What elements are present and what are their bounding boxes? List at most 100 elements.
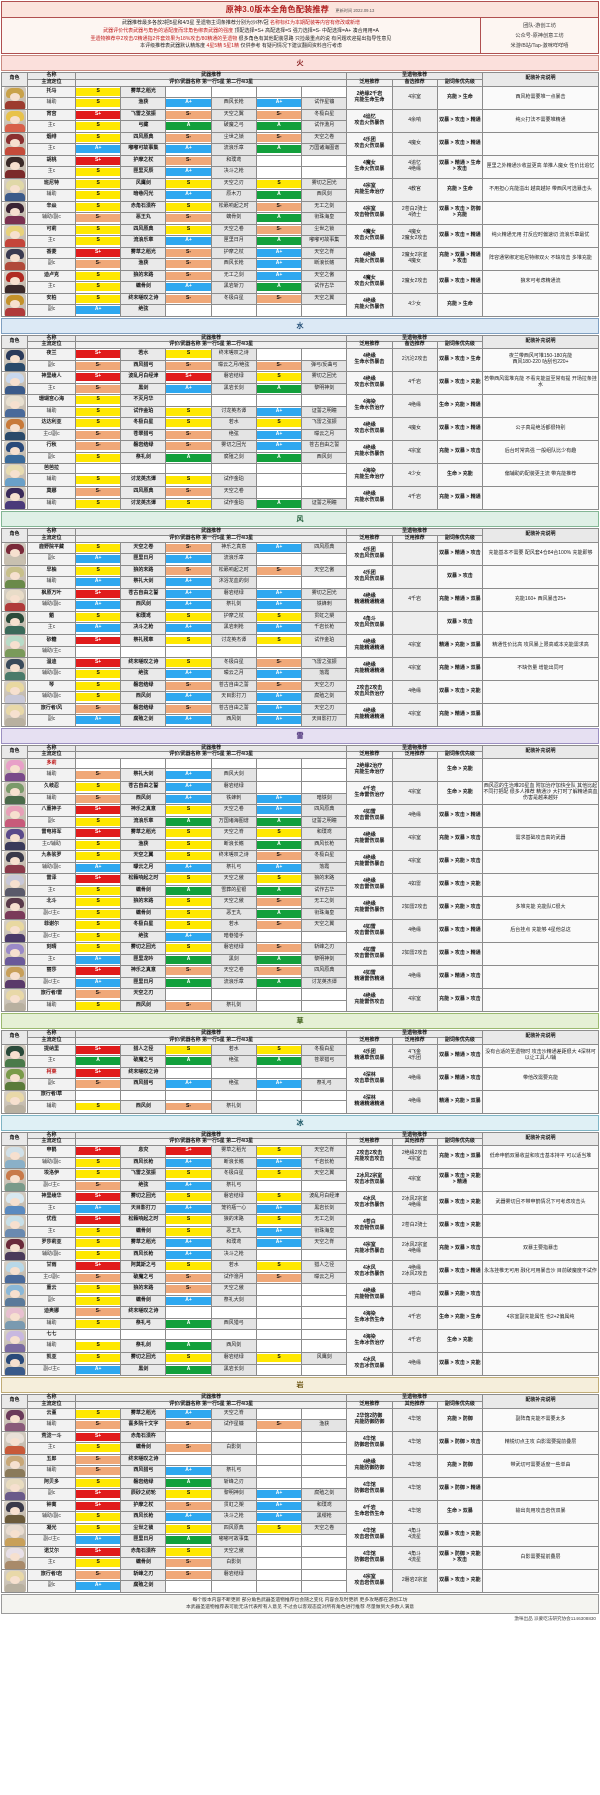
- affix-priority: 充能 > 防御: [436, 1407, 484, 1432]
- col-role: 主流定位: [27, 341, 76, 349]
- avatar: [1, 1306, 28, 1330]
- weapon-rank: S: [74, 838, 122, 851]
- weapon-rank: S: [74, 1407, 122, 1420]
- weapon-name: 试作古华: [301, 884, 348, 897]
- build-note: [482, 942, 599, 966]
- weapon-name: 天目影打刀: [120, 1202, 167, 1215]
- character-role: 辅助: [27, 497, 76, 510]
- avatar: [1, 108, 28, 133]
- weapon-name: 终末嗟叹之诗: [120, 1306, 167, 1319]
- weapon-rank: S-: [255, 223, 303, 236]
- avatar: [1, 587, 28, 612]
- character-role: 副c: [27, 815, 76, 828]
- affix-priority: 生命 > 充能: [436, 758, 484, 782]
- weapon-name: 和璞鸢: [301, 1499, 348, 1512]
- weapon-name: 决斗之枪: [210, 1511, 257, 1524]
- weapon-name: 试作金珀: [210, 473, 257, 487]
- artifact-main: 4深林 攻击草伤双暴: [346, 1066, 393, 1091]
- weapon-rank: A+: [255, 541, 303, 554]
- avatar: [1, 417, 28, 441]
- weapon-rank: A+: [74, 304, 122, 317]
- page-title: 原神3.0版本全角色配装推荐: [225, 5, 330, 14]
- weapon-rank: S+: [74, 1545, 122, 1558]
- character-name: 砂糖: [27, 633, 76, 648]
- table-row-second: 辅助/主c: [2, 646, 599, 658]
- weapon-rank: S: [165, 942, 212, 955]
- artifact-alt: 2魔女2宗室 4魔女: [391, 246, 438, 271]
- table-header-row: 角色 名称 武器推荐 圣遗物推荐 配装补充说明: [1, 72, 599, 87]
- character-role: 辅助/副c: [27, 1511, 76, 1524]
- artifact-alt: 4追忆 4绝缘: [391, 154, 438, 179]
- artifact-alt: 4华馆: [391, 1453, 438, 1478]
- weapon-rank: [255, 1283, 303, 1296]
- weapon-rank: A+: [165, 281, 212, 294]
- weapon-name: 磐岩结绿: [120, 679, 167, 692]
- character-role: 副c/主c: [27, 907, 76, 920]
- character-name: 温迪: [27, 656, 76, 669]
- table-subheader-row: 主流定位 评价/武器名称 第一行5星 第二行4/3星 泛用推荐 备选推荐 副词条优先级: [2, 341, 599, 349]
- table-row: 凯亚 S 雾切之回光 S 磐岩结绿 S 风鹰剑 4冰风 攻击冰伤双暴 4绝缘 双暴 > 攻击 > 充…: [1, 1352, 599, 1376]
- weapon-rank: S+: [74, 1214, 122, 1227]
- weapon-name: 四风原典: [210, 1522, 257, 1535]
- weapon-name: 雪葬的星银: [210, 884, 257, 897]
- build-note: 偏辅助的配装更主流 带充能推荐: [482, 463, 599, 487]
- weapon-rank: S: [165, 1191, 212, 1204]
- col-note: 配装补充说明: [482, 72, 599, 87]
- weapon-name: 螭骨剑: [210, 212, 257, 225]
- weapon-name: 雾切之回光: [120, 942, 167, 955]
- affix-priority: 双暴 > 攻击 > 精通: [436, 131, 484, 156]
- weapon-name: 松籁响起之时: [120, 873, 167, 886]
- weapon-rank: A: [255, 953, 303, 966]
- weapon-rank: [255, 576, 303, 589]
- weapon-name: 四风原典: [301, 804, 348, 817]
- affix-priority: 充能 > 生命: [436, 177, 484, 202]
- artifact-alt: 4魔女: [391, 131, 438, 156]
- artifact-alt: 4飞金 4乐团: [391, 1043, 438, 1068]
- col-role: 主流定位: [27, 534, 76, 543]
- weapon-rank: A+: [165, 861, 212, 874]
- weapon-rank: A+: [165, 668, 212, 681]
- artifact-alt: 4千岩: [391, 587, 438, 612]
- artifact-alt: 4千岩: [391, 371, 438, 395]
- weapon-rank: S: [255, 1260, 303, 1273]
- character-role: 主c: [27, 235, 76, 248]
- weapon-name: 铁蜂刺: [210, 792, 257, 805]
- character-role: 副c/主c: [27, 1534, 76, 1547]
- table-row: 珊瑚宫心海 S 不灭月华 4海染 生命水伤治疗 4绝缘 生命 > 充能 > 精通: [1, 394, 599, 418]
- character-role: 辅助: [27, 1419, 76, 1432]
- artifact-alt: 2绝缘2攻击 4宗室: [391, 1145, 438, 1169]
- artifact-main: 4华馆 防御岩伤双暴: [346, 1430, 393, 1455]
- artifact-main: 4千岩 生命雷伤治疗: [346, 781, 393, 805]
- weapon-rank: A+: [74, 1202, 122, 1215]
- weapon-name: 曚云之月/绝弦: [210, 359, 257, 372]
- table-row: 神里绫人 S+ 波乱月白经津 S+ 磐岩结绿 S 雾切之回光 4绝缘 攻击水伤双暴 4千岩 双暴 >…: [1, 371, 599, 395]
- build-note: [482, 292, 599, 317]
- title-bar: 原神3.0版本全角色配装推荐 更新时间 2022.09.13: [2, 2, 598, 18]
- weapon-rank: A: [165, 1339, 212, 1353]
- weapon-name: 天空之卷: [210, 804, 257, 817]
- weapon-name: [301, 646, 348, 658]
- character-name: 香菱: [27, 246, 76, 259]
- weapon-rank: A+: [255, 1156, 303, 1169]
- artifact-main: 4绝缘 攻击雷伤双暴: [346, 873, 393, 897]
- weapon-name: [301, 166, 348, 179]
- weapon-name: 若水: [210, 919, 257, 932]
- weapon-name: 匣里龙吟: [120, 953, 167, 966]
- weapon-name: 绝弦: [210, 428, 257, 441]
- weapon-name: 黑岩长剑: [210, 1363, 257, 1376]
- affix-priority: 双暴 > 攻击 > 充能: [436, 1191, 484, 1215]
- table-row: 柯莱 S+ 终末嗟叹之诗 4深林 攻击草伤双暴 4绝缘 双暴 > 精通 > 攻击 带他改需要充…: [1, 1066, 599, 1091]
- weapon-rank: [165, 988, 212, 1001]
- weapon-name: 斩峰之刃: [210, 1476, 257, 1489]
- build-note: 低命申鹤双暴收益和攻击基本持平 可以适当堆: [482, 1145, 599, 1169]
- table-row: 九条裟罗 S 天空之翼 S 终末嗟叹之诗 S- 冬极白星 4绝缘 充能雷伤暴击 4宗室 双暴 > 充…: [1, 850, 599, 874]
- build-note: 公子真是绝活都很特别: [482, 417, 599, 441]
- weapon-name: 匣里日月: [120, 1534, 167, 1547]
- weapon-name: 黑岩斩刀: [210, 281, 257, 294]
- table-row: 提纳里 S+ 猎人之径 S 若水 S 冬极白星 4乐团 精通草伤双暴 4飞金 4乐团 双暴 > 精通 …: [1, 1043, 599, 1068]
- artifact-alt: 4绝缘: [391, 1352, 438, 1376]
- weapon-name: 讨龙英杰谭: [210, 633, 257, 648]
- table-row-second: 主c S 螭骨剑 S 恶王丸 A+ 衔珠海皇: [2, 1225, 599, 1238]
- weapon-rank: [255, 553, 303, 566]
- weapon-name: [301, 1568, 348, 1581]
